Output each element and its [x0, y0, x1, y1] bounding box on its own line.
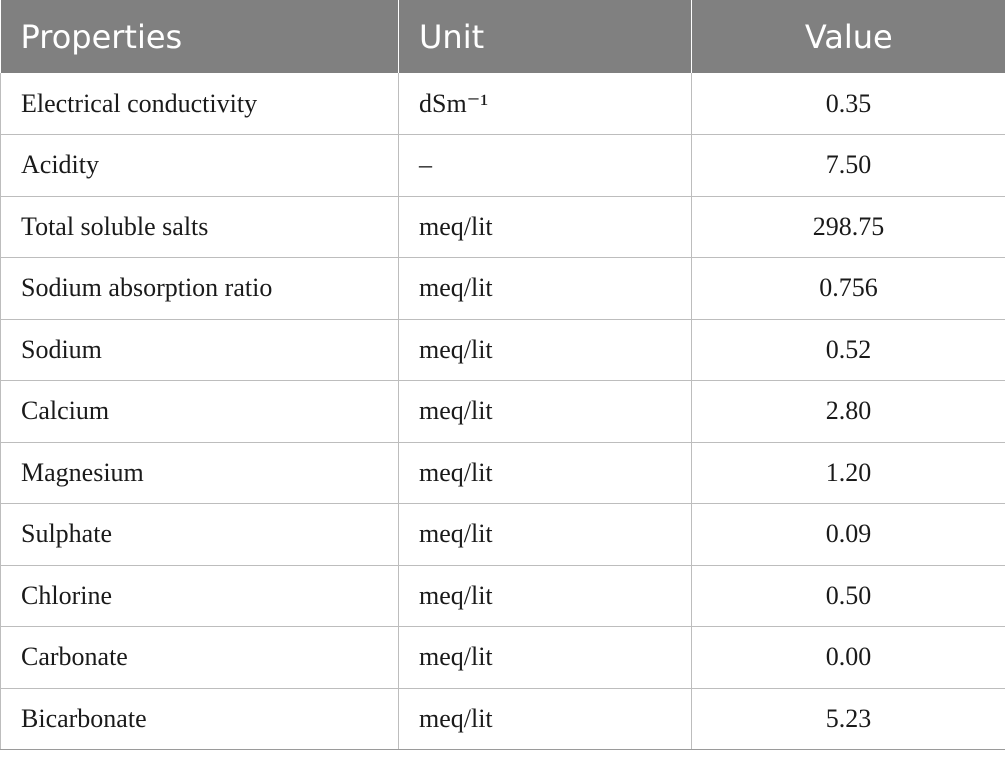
value-cell: 0.50 — [691, 565, 1005, 627]
unit-cell: meq/lit — [398, 442, 692, 504]
table-row: Chlorine meq/lit 0.50 — [0, 565, 1005, 627]
header-properties: Properties — [0, 0, 399, 73]
property-cell: Electrical conductivity — [0, 73, 399, 135]
value-cell: 0.756 — [691, 257, 1005, 320]
header-value: Value — [691, 0, 1005, 73]
header-row: Properties Unit Value — [0, 0, 1005, 73]
header-unit: Unit — [398, 0, 692, 73]
table-header: Properties Unit Value — [0, 0, 1005, 73]
value-cell: 0.35 — [691, 73, 1005, 135]
unit-cell: meq/lit — [398, 319, 692, 381]
unit-cell: meq/lit — [398, 626, 692, 689]
table-row: Total soluble salts meq/lit 298.75 — [0, 196, 1005, 258]
unit-cell: meq/lit — [398, 503, 692, 566]
property-cell: Calcium — [0, 380, 399, 443]
value-cell: 0.09 — [691, 503, 1005, 566]
property-cell: Sulphate — [0, 503, 399, 566]
property-cell: Total soluble salts — [0, 196, 399, 258]
property-cell: Sodium absorption ratio — [0, 257, 399, 320]
table-row: Electrical conductivity dSm⁻¹ 0.35 — [0, 73, 1005, 135]
table-row: Calcium meq/lit 2.80 — [0, 380, 1005, 443]
table-row: Sodium meq/lit 0.52 — [0, 319, 1005, 381]
unit-cell: dSm⁻¹ — [398, 73, 692, 135]
table-row: Acidity –7.50 — [0, 134, 1005, 197]
unit-cell: meq/lit — [398, 196, 692, 258]
unit-cell: meq/lit — [398, 257, 692, 320]
table-body: Electrical conductivity dSm⁻¹ 0.35 Acidity –… — [0, 73, 1005, 750]
unit-cell: meq/lit — [398, 565, 692, 627]
value-cell: 7.50 — [691, 134, 1005, 197]
property-cell: Sodium — [0, 319, 399, 381]
property-cell: Magnesium — [0, 442, 399, 504]
value-cell: 0.00 — [691, 626, 1005, 689]
property-cell: Bicarbonate — [0, 688, 399, 750]
unit-cell: – — [398, 134, 692, 197]
property-cell: Acidity — [0, 134, 399, 197]
unit-cell: meq/lit — [398, 688, 692, 750]
value-cell: 0.52 — [691, 319, 1005, 381]
property-cell: Chlorine — [0, 565, 399, 627]
table-row: Bicarbonate meq/lit 5.23 — [0, 688, 1005, 750]
unit-cell: meq/lit — [398, 380, 692, 443]
value-cell: 1.20 — [691, 442, 1005, 504]
property-cell: Carbonate — [0, 626, 399, 689]
value-cell: 298.75 — [691, 196, 1005, 258]
value-cell: 2.80 — [691, 380, 1005, 443]
value-cell: 5.23 — [691, 688, 1005, 750]
table-row: Magnesium meq/lit 1.20 — [0, 442, 1005, 504]
properties-table: Properties Unit Value Electrical conduct… — [0, 0, 1005, 750]
table-row: Sulphate meq/lit 0.09 — [0, 503, 1005, 566]
table-row: Sodium absorption ratio meq/lit 0.756 — [0, 257, 1005, 320]
table-row: Carbonate meq/lit 0.00 — [0, 626, 1005, 689]
